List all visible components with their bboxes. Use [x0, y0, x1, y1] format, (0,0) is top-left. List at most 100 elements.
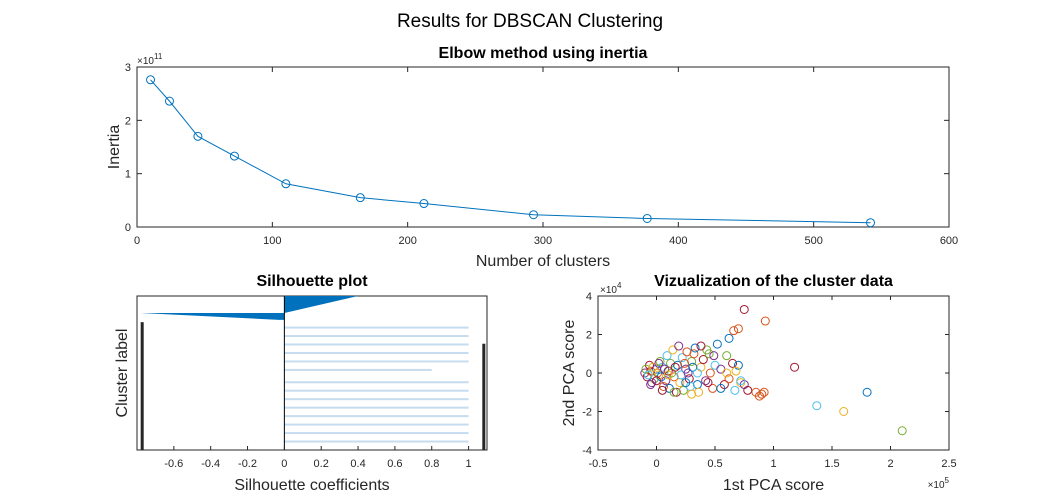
scatter-data-point — [731, 366, 741, 376]
scatter-data-point — [655, 356, 665, 366]
elbow-x-tick-label: 300 — [534, 235, 552, 247]
scatter-data-point — [709, 351, 719, 361]
scatter-data-point — [696, 341, 706, 351]
scatter-x-tick-label: 2.5 — [941, 458, 956, 470]
elbow-x-tick-label: 100 — [263, 235, 281, 247]
silhouette-x-label: Silhouette coefficients — [234, 477, 389, 494]
elbow-x-tick-label: 400 — [669, 235, 687, 247]
silhouette-x-tick-label: 0.8 — [424, 458, 439, 470]
scatter-data-point — [654, 358, 664, 368]
scatter-y-tick-label: 4 — [586, 291, 592, 303]
scatter-data-point — [703, 378, 713, 388]
scatter-y-tick-label: -2 — [582, 407, 592, 419]
scatter-x-tick-label: -0.5 — [589, 458, 608, 470]
silhouette-sample-bar — [284, 406, 469, 409]
scatter-data-point — [862, 387, 872, 397]
scatter-data-point — [839, 407, 849, 416]
elbow-y-tick-label: 2 — [125, 115, 131, 127]
scatter-data-point — [760, 316, 770, 326]
scatter-data-point — [694, 387, 704, 397]
silhouette-sample-bar — [284, 335, 469, 338]
scatter-data-point — [671, 387, 681, 397]
scatter-data-point — [757, 389, 767, 399]
scatter-data-point — [701, 376, 711, 386]
silhouette-y-label: Cluster label — [114, 329, 131, 418]
silhouette-sample-bar — [284, 360, 469, 363]
scatter-data-point — [722, 368, 732, 378]
scatter-data-point — [677, 353, 687, 363]
elbow-axes-box — [136, 66, 950, 228]
elbow-data-point — [419, 199, 429, 209]
scatter-data-point — [669, 387, 679, 397]
scatter-data-point — [670, 362, 680, 372]
silhouette-sample-bar — [284, 351, 469, 354]
silhouette-edge-bar — [140, 322, 144, 450]
scatter-data-point — [724, 333, 734, 343]
silhouette-x-tick-label: -0.6 — [164, 458, 183, 470]
elbow-y-tick-label: 1 — [125, 169, 131, 181]
elbow-data-point — [529, 210, 539, 220]
elbow-y-tick-label: 0 — [125, 222, 131, 234]
scatter-data-point — [674, 341, 684, 351]
silhouette-sample-bar — [284, 326, 469, 329]
elbow-x-tick-label: 600 — [940, 235, 958, 247]
elbow-plot: 0 100 200 300 400 500 600 0 1 2 3 ×1011 Elbow method… — [106, 45, 958, 270]
silhouette-x-tick-label: 0.6 — [387, 458, 402, 470]
silhouette-sample-bar — [284, 432, 469, 435]
silhouette-axes-box — [136, 295, 488, 451]
scatter-data-point — [712, 339, 722, 349]
silhouette-cluster-wedge — [284, 296, 359, 313]
elbow-data-point — [164, 96, 174, 106]
silhouette-right-bar — [482, 343, 486, 450]
cluster-scatter-plot: -0.5 0 0.5 1 1.5 2 2.5 -4 -2 0 2 4 ×104 ×105 Vizualiza… — [561, 273, 957, 494]
silhouette-sample-bar — [284, 415, 469, 418]
scatter-y-exponent: ×104 — [600, 281, 622, 296]
elbow-data-point — [193, 131, 203, 141]
elbow-x-tick-label: 0 — [134, 235, 140, 247]
scatter-data-point — [680, 358, 690, 368]
scatter-data-point — [659, 381, 669, 391]
scatter-data-point — [689, 349, 699, 359]
silhouette-x-tick-label: -0.4 — [201, 458, 220, 470]
scatter-data-point — [687, 389, 697, 399]
scatter-data-point — [692, 368, 702, 378]
scatter-x-exponent: ×105 — [928, 476, 950, 491]
figure-title: Results for DBSCAN Clustering — [397, 11, 663, 32]
elbow-data-point — [866, 218, 876, 228]
silhouette-x-tick-label: 0 — [281, 458, 287, 470]
scatter-data-point — [682, 347, 692, 357]
silhouette-x-tick-label: 0.2 — [314, 458, 329, 470]
scatter-data-point — [654, 370, 664, 380]
scatter-data-point — [647, 378, 657, 388]
scatter-data-point — [646, 380, 656, 390]
scatter-data-point — [724, 374, 734, 384]
scatter-data-point — [730, 385, 740, 395]
scatter-data-point — [733, 360, 743, 370]
scatter-data-point — [759, 387, 769, 397]
scatter-data-point — [641, 364, 651, 374]
scatter-data-point — [662, 351, 672, 361]
scatter-data-point — [683, 368, 693, 378]
silhouette-sample-bar — [284, 423, 469, 426]
elbow-data-point — [355, 193, 365, 203]
silhouette-sample-bar — [284, 343, 469, 346]
elbow-x-tick-label: 200 — [398, 235, 416, 247]
scatter-data-point — [657, 385, 667, 395]
scatter-y-tick-label: -4 — [582, 445, 592, 457]
elbow-y-tick-label: 3 — [125, 62, 131, 74]
elbow-x-tick-label: 500 — [804, 235, 822, 247]
silhouette-x-tick-label: 0.4 — [350, 458, 365, 470]
elbow-data-point — [146, 75, 156, 85]
silhouette-x-tick-label: -0.2 — [238, 458, 257, 470]
scatter-y-tick-label: 2 — [586, 330, 592, 342]
scatter-data-point — [739, 304, 749, 314]
scatter-axes-box — [597, 295, 950, 451]
elbow-y-label: Inertia — [106, 125, 123, 170]
scatter-y-label: 2nd PCA score — [561, 320, 578, 427]
silhouette-title: Silhouette plot — [256, 273, 368, 290]
scatter-x-tick-label: 0 — [653, 458, 659, 470]
scatter-y-tick-label: 0 — [586, 368, 592, 380]
scatter-data-point — [688, 362, 698, 372]
scatter-data-point — [681, 378, 691, 388]
silhouette-sample-bar — [284, 398, 469, 401]
